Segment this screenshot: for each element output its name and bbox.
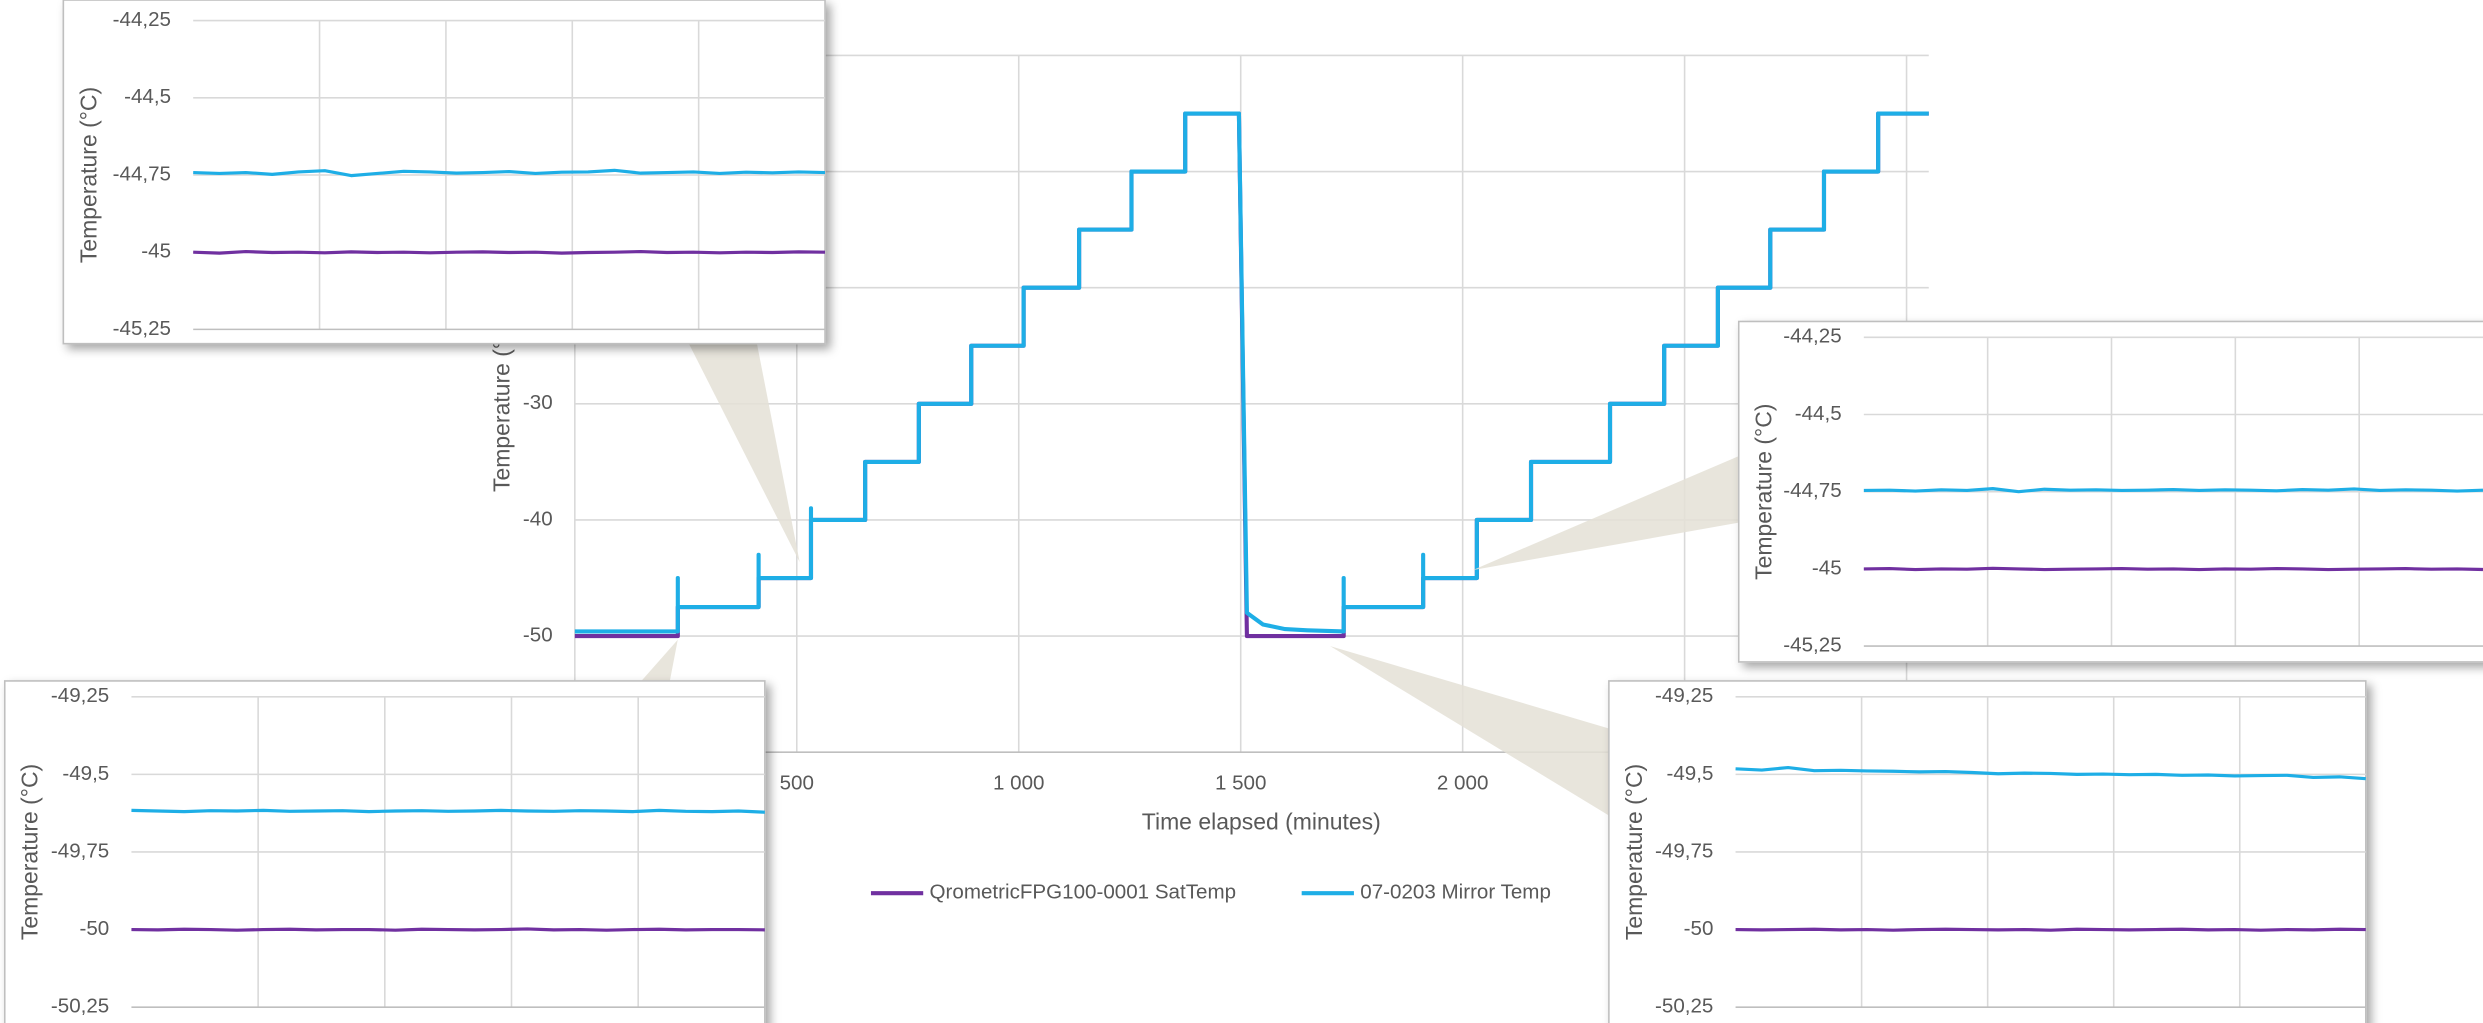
x-tick-label: 2 000 [1437,771,1489,794]
series-line [193,249,826,255]
x-tick-label: 1 000 [993,771,1045,794]
y-tick-label: -50,25 [1655,995,1713,1018]
y-tick-label: -49,5 [1666,762,1713,785]
y-tick-label: -44,25 [113,8,171,31]
y-tick-label: -44,5 [124,85,171,108]
x-tick-label: 500 [780,771,814,794]
y-tick-label: -50,25 [51,995,109,1018]
inset-chart: -50,25 -50 -49,75 -49,5 -49,25 Temperature (°… [3,680,766,1023]
series-line [1735,927,2366,932]
y-tick-label: -49,75 [51,839,109,862]
y-tick-label: -44,75 [1783,479,1841,502]
insets: -45,25 -45 -44,75 -44,5 -44,25 Temperature (°… [3,0,2483,1023]
y-tick-label: -44,25 [1783,325,1841,348]
callout [1330,646,1609,816]
y-tick-label: -45,25 [1783,634,1841,657]
x-tick-label: 1 500 [1215,771,1267,794]
callout [641,639,678,681]
y-tick-label: -44,75 [113,162,171,185]
inset-chart: -45,25 -45 -44,75 -44,5 -44,25 Temperature (°… [62,0,826,345]
series-line [574,111,1929,634]
x-axis-title: Time elapsed (minutes) [1142,809,1381,835]
series-line [1863,566,2483,572]
y-tick-label: -49,25 [51,684,109,707]
y-tick-label: -50 [1684,917,1714,940]
y-tick-label: -30 [523,391,553,414]
inset-chart: -50,25 -50 -49,75 -49,5 -49,25 Temperature (°… [1608,680,2367,1023]
y-tick-label: -45 [141,240,171,263]
legend-label: QrometricFPG100-0001 SatTemp [930,881,1237,904]
y-tick-label: -49,75 [1655,839,1713,862]
inset-chart: -45,25 -45 -44,75 -44,5 -44,25 Temperature (°… [1737,320,2483,663]
y-tick-label: -50 [523,624,553,647]
y-tick-label: -40 [523,507,553,530]
callout [688,343,800,563]
y-tick-label: -44,5 [1795,402,1842,425]
y-tick-label: -49,5 [62,762,109,785]
y-tick-label: -45,25 [113,317,171,340]
legend-label: 07-0203 Mirror Temp [1360,881,1551,904]
y-tick-label: -50 [80,917,110,940]
y-axis-title: Temperature (°C) [1751,404,1777,580]
y-tick-label: -45 [1812,556,1842,579]
y-axis-title: Temperature (°C) [17,764,43,940]
callout [1472,456,1739,571]
y-axis-title: Temperature (°C) [1621,764,1647,940]
series-line [1863,487,2483,494]
series-line [1735,765,2366,781]
y-tick-label: -49,25 [1655,684,1713,707]
series-line [131,927,765,932]
y-axis-title: Temperature (°C) [75,87,101,263]
y-axis-title: Temperature (°C) [489,316,515,492]
series-line [131,808,765,814]
series-line [193,168,826,178]
